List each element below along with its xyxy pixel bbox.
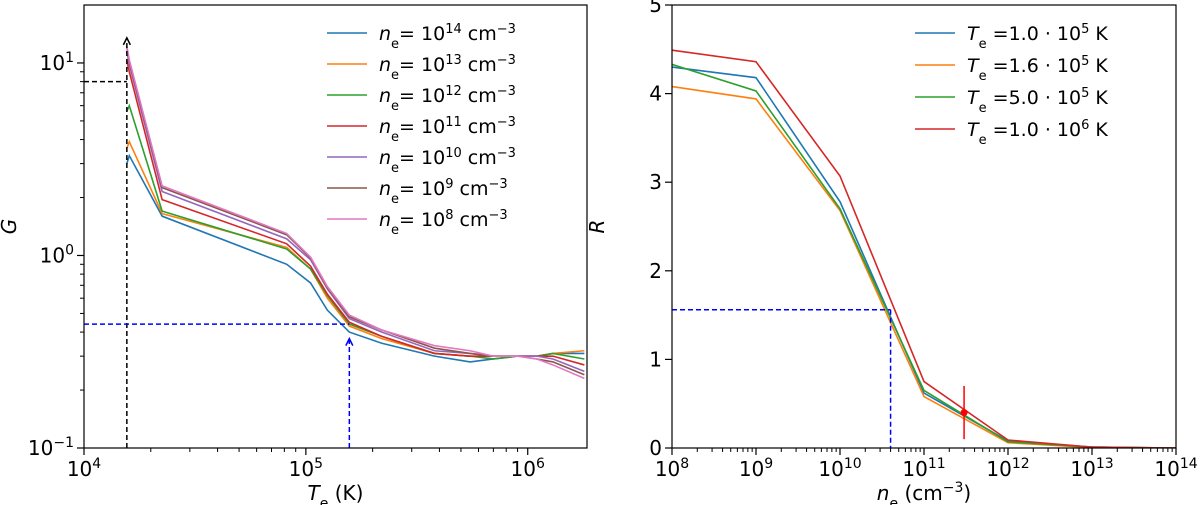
legend-label-6: ne= 108 cm−3 [379,208,508,238]
legend-label-3: ne= 1011 cm−3 [379,115,516,145]
legend-label-0: ne= 1014 cm−3 [379,22,516,52]
legend: ne= 1014 cm−3ne= 1013 cm−3ne= 1012 cm−3n… [327,22,516,238]
y-axis-label: G [0,219,21,235]
y-tick-label: 101 [40,50,74,75]
y-tick-label: 3 [649,170,662,194]
x-tick-label: 1010 [818,456,861,481]
x-tick-label: 109 [739,456,773,481]
x-tick-label: 1012 [986,456,1029,481]
x-tick-label: 108 [655,456,689,481]
errorbar-point [960,409,968,417]
legend-label-2: ne= 1012 cm−3 [379,84,516,114]
x-tick-label: 1013 [1070,456,1113,481]
legend-label-2: Te =5.0 · 105 K [967,86,1108,116]
axes-frame [83,4,588,449]
x-tick-label: 105 [289,456,323,481]
y-tick-label: 4 [649,82,662,106]
y-axis-label: R [585,220,609,234]
plot-area [672,49,1176,448]
y-tick-label: 0 [649,436,662,460]
series-line-4 [126,51,585,373]
annotation-arrowhead-3 [345,336,354,346]
y-tick-label: 1 [649,347,662,371]
series-line-0 [126,153,585,363]
x-tick-label: 104 [67,456,101,481]
series-line-6 [126,46,585,380]
annotation-arrowhead-1 [122,36,132,46]
series-line-1 [126,139,585,357]
legend-label-5: ne= 109 cm−3 [379,177,508,207]
legend-label-1: Te =1.6 · 105 K [967,54,1108,84]
legend-label-0: Te =1.0 · 105 K [967,22,1108,52]
plot-area [126,46,585,380]
legend-label-1: ne= 1013 cm−3 [379,53,516,83]
x-tick-label: 1014 [1154,456,1197,481]
y-tick-label: 5 [649,0,662,17]
legend: Te =1.0 · 105 KTe =1.6 · 105 KTe =5.0 · … [915,22,1108,148]
x-tick-label: 1011 [902,456,945,481]
y-tick-label: 10−1 [28,435,74,460]
x-axis-label: ne (cm−3) [877,480,971,505]
x-tick-label: 106 [511,456,545,481]
series-line-3 [672,49,1176,448]
right-panel-r-vs-ne: 108 109 1010 1011 1012 1013 1014 0 1 2 3 4 5 ne (cm−3… [585,0,1198,505]
x-axis-label: Te (K) [308,481,364,505]
y-tick-label: 100 [40,242,74,267]
y-tick-label: 2 [649,259,662,283]
legend-label-3: Te =1.0 · 106 K [967,118,1108,148]
legend-label-4: ne= 1010 cm−3 [379,146,516,176]
